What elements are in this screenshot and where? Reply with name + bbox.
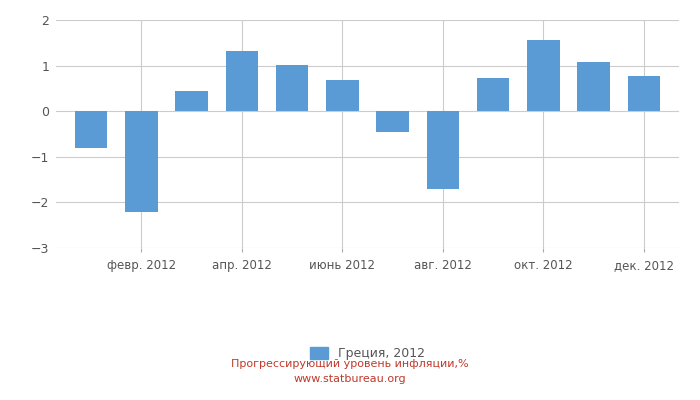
Bar — [276, 65, 309, 111]
Bar — [627, 76, 660, 111]
Bar — [578, 62, 610, 111]
Text: Прогрессирующий уровень инфляции,%
www.statbureau.org: Прогрессирующий уровень инфляции,% www.s… — [231, 359, 469, 384]
Bar — [477, 78, 510, 111]
Legend: Греция, 2012: Греция, 2012 — [309, 347, 426, 360]
Bar — [125, 111, 158, 212]
Bar — [225, 51, 258, 111]
Bar — [426, 111, 459, 189]
Bar — [527, 40, 560, 111]
Bar — [175, 91, 208, 111]
Bar — [75, 111, 108, 148]
Bar — [326, 80, 358, 111]
Bar — [377, 111, 409, 132]
